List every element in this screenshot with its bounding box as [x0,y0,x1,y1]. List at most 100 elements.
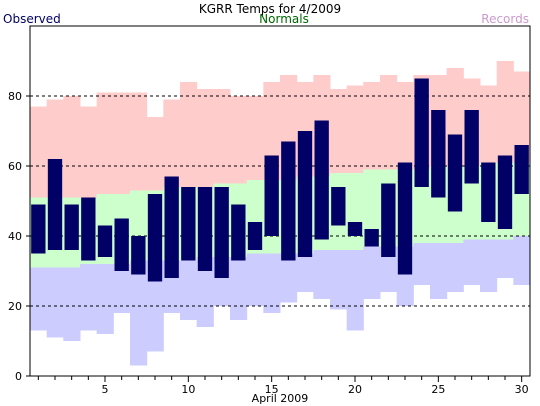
record-high-band [230,96,248,184]
observed-bar [31,204,46,254]
record-high-band [113,92,131,194]
record-high-band [146,117,164,191]
observed-bar [447,134,463,212]
legend-observed: Observed [3,12,61,26]
record-low-band [96,264,114,334]
record-low-band [346,250,364,331]
record-low-band [363,246,381,299]
y-tick-label: 40 [8,230,22,243]
normals-band [346,173,364,250]
record-low-band [280,253,298,303]
y-tick-label: 60 [8,160,22,173]
record-low-band [330,250,348,310]
observed-bar [381,183,396,257]
record-high-band [513,71,531,163]
y-tick-label: 20 [8,300,22,313]
record-low-band [196,257,214,327]
y-tick-label: 80 [8,90,22,103]
record-high-band [480,85,498,163]
observed-bar [131,236,146,275]
record-low-band [246,253,264,306]
record-high-band [213,89,231,184]
normals-band [363,169,381,247]
observed-bar [497,155,513,229]
legend-normals: Normals [259,12,309,26]
plot-area: 5 10 15 20 25 30 0 20 40 60 80 [8,25,531,396]
record-low-band [296,253,314,292]
record-high-band [130,92,148,191]
record-low-band [146,260,164,352]
x-tick-label: 20 [348,383,362,396]
observed-bar [247,222,263,250]
record-low-band [463,239,481,285]
record-high-band [346,85,364,173]
record-low-band [30,267,48,331]
plot-frame [29,25,531,377]
normals-band [413,169,431,243]
observed-bar [164,176,179,278]
record-high-band [30,106,48,198]
observed-bar [514,145,529,194]
observed-bar [297,131,313,257]
record-high-band [163,99,181,187]
record-high-band [196,89,214,187]
record-high-band [363,82,381,170]
observed-bar [264,155,279,236]
record-low-band [63,267,81,341]
y-tick-label: 0 [15,370,22,383]
observed-bar [97,225,113,257]
observed-bar [214,187,229,278]
record-low-band [46,267,64,338]
record-high-band [96,92,114,194]
record-low-band [180,260,198,320]
record-low-band [380,246,398,292]
x-tick-label: 5 [102,383,109,396]
observed-bar [481,162,496,222]
record-low-band [413,243,431,285]
legend-records: Records [481,12,529,26]
observed-bar [414,78,429,187]
observed-bar [364,229,379,247]
record-low-band [513,236,531,285]
observed-bar [147,194,163,282]
record-low-band [446,243,464,292]
observed-bar [331,187,346,226]
x-tick-label: 15 [265,383,279,396]
x-tick-label: 25 [431,383,445,396]
observed-bar [431,110,446,198]
record-high-band [396,82,414,170]
observed-bar [81,197,96,261]
x-tick-label: 10 [181,383,195,396]
observed-bar [314,120,329,240]
record-high-band [496,61,514,163]
record-high-band [380,75,398,170]
record-low-band [496,239,514,278]
record-low-band [130,260,148,366]
record-high-band [330,89,348,173]
observed-bar [47,159,63,250]
observed-bar [64,204,79,250]
record-high-band [63,96,81,198]
record-low-band [80,264,98,331]
x-axis-label: April 2009 [252,392,309,405]
record-low-band [313,250,331,299]
chart-title: KGRR Temps for 4/2009 [199,2,341,16]
observed-bar [197,187,213,271]
observed-bar [181,187,196,261]
record-low-band [230,257,248,320]
record-high-band [180,82,198,187]
observed-bar [347,222,363,236]
observed-bar [231,204,246,261]
observed-bar [281,141,296,261]
observed-bar [397,162,413,275]
record-high-band [80,106,98,198]
record-low-band [263,253,281,313]
record-low-band [430,243,448,299]
record-low-band [113,264,131,313]
record-low-band [480,239,498,292]
observed-bar [114,218,129,271]
normals-band [463,166,481,240]
x-tick-label: 30 [515,383,529,396]
record-high-band [246,96,264,180]
